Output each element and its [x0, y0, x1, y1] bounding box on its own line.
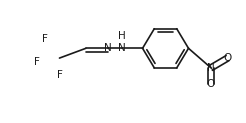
Text: O: O: [223, 53, 232, 63]
Text: F: F: [42, 34, 48, 44]
Text: F: F: [34, 57, 40, 67]
Text: F: F: [57, 70, 62, 80]
Text: N: N: [207, 63, 215, 73]
Text: N: N: [105, 43, 112, 53]
Text: O: O: [207, 79, 215, 89]
Text: H: H: [118, 31, 126, 41]
Text: N: N: [118, 43, 126, 53]
